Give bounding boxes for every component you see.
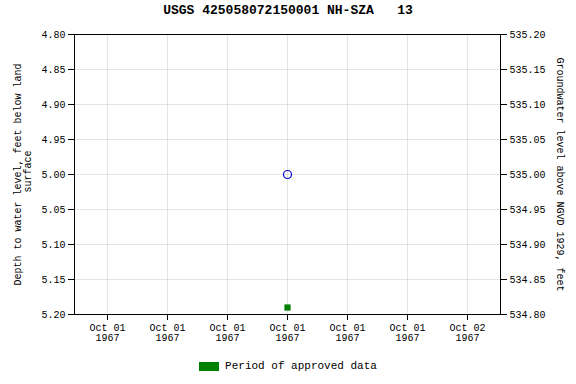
svg-text:535.15: 535.15	[510, 65, 546, 76]
svg-text:Oct 011967: Oct 011967	[329, 323, 365, 344]
svg-text:4.95: 4.95	[41, 135, 65, 146]
svg-text:534.85: 534.85	[510, 275, 546, 286]
svg-text:5.05: 5.05	[41, 205, 65, 216]
svg-text:Oct 011967: Oct 011967	[209, 323, 245, 344]
svg-text:4.90: 4.90	[41, 100, 65, 111]
svg-text:5.10: 5.10	[41, 240, 65, 251]
svg-text:Oct 011967: Oct 011967	[149, 323, 185, 344]
svg-text:Depth to water level, feet bel: Depth to water level, feet below land su…	[13, 63, 34, 285]
svg-text:4.80: 4.80	[41, 30, 65, 41]
svg-text:Oct 011967: Oct 011967	[89, 323, 125, 344]
svg-text:535.20: 535.20	[510, 30, 546, 41]
html-text:USGS 425058072150001 NH-SZA 13: USGS 425058072150001 NH-SZA 13	[163, 3, 413, 18]
html-text:Period of approved data: Period of approved data	[225, 360, 377, 372]
svg-text:Oct 011967: Oct 011967	[269, 323, 305, 344]
svg-text:Oct 021967: Oct 021967	[449, 323, 485, 344]
svg-text:Groundwater level above NGVD 1: Groundwater level above NGVD 1929, feet	[554, 57, 565, 291]
svg-text:535.10: 535.10	[510, 100, 546, 111]
svg-text:5.15: 5.15	[41, 275, 65, 286]
svg-text:534.95: 534.95	[510, 205, 546, 216]
svg-text:Oct 011967: Oct 011967	[389, 323, 425, 344]
svg-text:534.90: 534.90	[510, 240, 546, 251]
svg-text:535.05: 535.05	[510, 135, 546, 146]
svg-text:4.85: 4.85	[41, 65, 65, 76]
svg-text:534.80: 534.80	[510, 310, 546, 321]
svg-text:5.20: 5.20	[41, 310, 65, 321]
svg-text:5.00: 5.00	[41, 170, 65, 181]
svg-text:535.00: 535.00	[510, 170, 546, 181]
